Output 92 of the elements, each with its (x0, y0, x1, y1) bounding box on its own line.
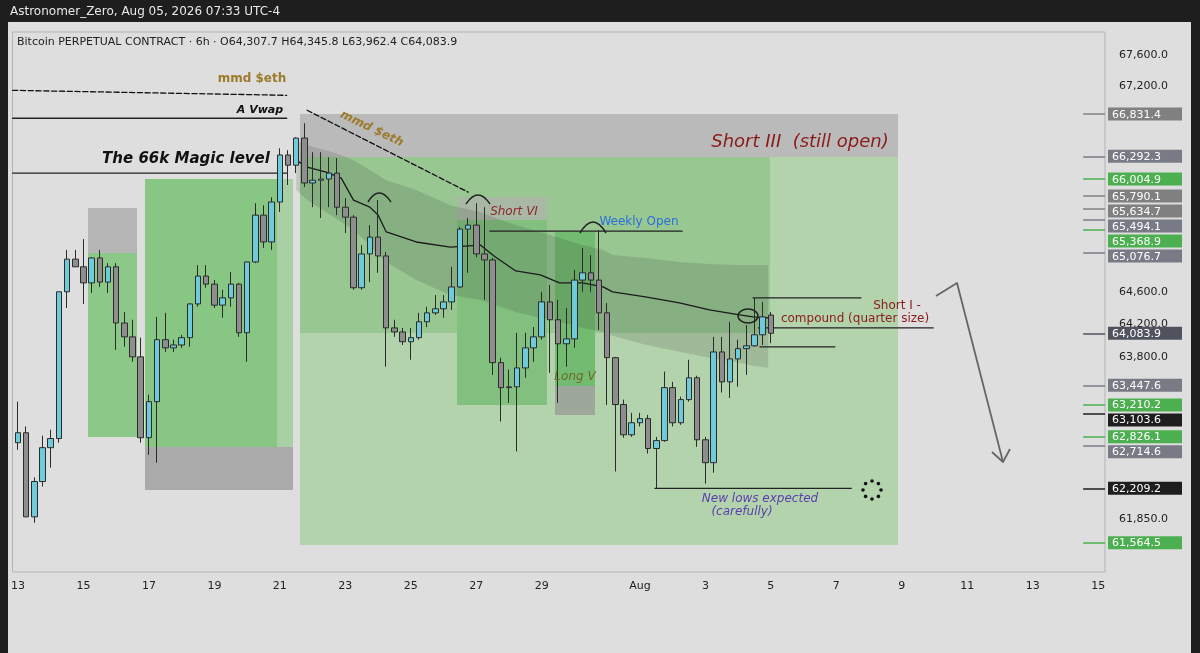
candlestick (113, 262, 119, 351)
candlestick (416, 312, 422, 341)
candlestick (97, 249, 103, 288)
x-tick-label: Aug (629, 579, 651, 592)
x-tick-label: 9 (898, 579, 906, 592)
candlestick (514, 332, 520, 452)
ref-line-label: 63,103.6 (1112, 413, 1161, 427)
candlestick (236, 282, 242, 338)
x-tick-label: 13 (11, 579, 25, 592)
ref-line-label: 65,790.1 (1112, 189, 1161, 203)
chart-subtitle: Bitcoin PERPETUAL CONTRACT · 6h · O64,307.7 H64,345.8 L63,962.4 C64,083.9 (17, 35, 458, 48)
candlestick (367, 224, 373, 283)
candlestick (506, 369, 512, 404)
ref-line-label: 63,447.6 (1112, 378, 1161, 392)
candlestick (457, 226, 463, 289)
x-tick-label: 27 (469, 579, 484, 592)
candlestick (228, 271, 234, 308)
y-tick-label: 64,600.0 (1119, 284, 1168, 298)
ref-line-label: 64,083.9 (1112, 326, 1161, 340)
candlestick (195, 264, 201, 308)
annotation: A Vwap (235, 102, 284, 116)
x-tick-label: 11 (960, 579, 975, 592)
x-tick-label: 29 (534, 579, 549, 592)
candlestick (105, 262, 111, 294)
ref-line-label: 66,831.4 (1112, 107, 1161, 121)
x-tick-label: 5 (767, 579, 775, 592)
x-tick-label: 19 (207, 579, 222, 592)
ref-line-label: 66,292.3 (1112, 149, 1161, 163)
candlestick (424, 306, 430, 328)
candlestick (735, 339, 741, 388)
candlestick (318, 151, 324, 219)
candlestick (154, 316, 160, 464)
candlestick (604, 302, 610, 406)
ref-line-label: 65,494.1 (1112, 219, 1161, 233)
candlestick (694, 375, 700, 448)
candlestick (383, 251, 389, 368)
x-tick-label: 21 (272, 579, 287, 592)
candlestick (334, 157, 340, 216)
candlestick (465, 217, 471, 274)
x-tick-label: 7 (832, 579, 840, 592)
ref-line-label: 65,634.7 (1112, 204, 1161, 218)
ref-line-label: 65,076.7 (1112, 249, 1161, 263)
candlestick (645, 414, 651, 455)
annotation: The 66k Magic level (102, 149, 271, 167)
candlestick (23, 425, 29, 518)
candlestick (244, 261, 250, 363)
y-tick-label: 63,800.0 (1119, 349, 1168, 363)
candlestick (719, 336, 725, 394)
ref-line-label: 62,826.1 (1112, 430, 1161, 444)
candlestick (203, 264, 209, 289)
ref-line-label: 65,368.9 (1112, 234, 1161, 248)
candlestick (56, 291, 62, 444)
annotation: (carefully) (711, 504, 773, 518)
x-tick-label: 17 (141, 579, 156, 592)
annotation: compound (quarter size) (780, 311, 930, 325)
x-tick-label: 15 (76, 579, 91, 592)
candlestick (408, 327, 414, 361)
candlestick (678, 396, 684, 426)
candlestick (187, 302, 193, 348)
x-tick-label: 25 (403, 579, 418, 592)
candlestick (588, 254, 594, 293)
x-tick-label: 23 (338, 579, 353, 592)
candlestick (326, 156, 332, 208)
candlestick (498, 357, 504, 423)
candlestick (686, 359, 692, 403)
x-tick-label: 15 (1091, 579, 1106, 592)
x-tick-label: 13 (1025, 579, 1040, 592)
ref-line-label: 62,714.6 (1112, 445, 1161, 459)
candlestick (146, 394, 152, 456)
ref-line-label: 62,209.2 (1112, 481, 1161, 495)
candlestick (547, 284, 553, 374)
chart-title: Astronomer_Zero, Aug 05, 2026 07:33 UTC-4 (10, 3, 281, 19)
annotation: Short III (still open) (711, 129, 889, 151)
y-tick-label: 61,850.0 (1119, 512, 1168, 526)
candlestick (375, 199, 381, 274)
candlestick (293, 136, 299, 174)
candlestick (727, 321, 733, 399)
candlestick (15, 401, 21, 451)
ref-line-label: 66,004.9 (1112, 172, 1161, 186)
annotation: New lows expected (701, 491, 819, 505)
ref-line-label: 63,210.2 (1112, 398, 1161, 412)
annotation: mmd $eth (338, 106, 406, 150)
annotation: Weekly Open (599, 214, 679, 228)
candlestick (637, 412, 643, 427)
annotation: mmd $eth (217, 71, 287, 85)
annotation: Short VI (490, 204, 539, 218)
y-tick-label: 67,600.0 (1119, 47, 1168, 61)
ref-line-label: 61,564.5 (1112, 536, 1161, 550)
y-tick-label: 67,200.0 (1119, 78, 1168, 92)
candlestick (64, 249, 70, 309)
x-tick-label: 3 (701, 579, 709, 592)
annotation: Short I - (873, 298, 921, 312)
